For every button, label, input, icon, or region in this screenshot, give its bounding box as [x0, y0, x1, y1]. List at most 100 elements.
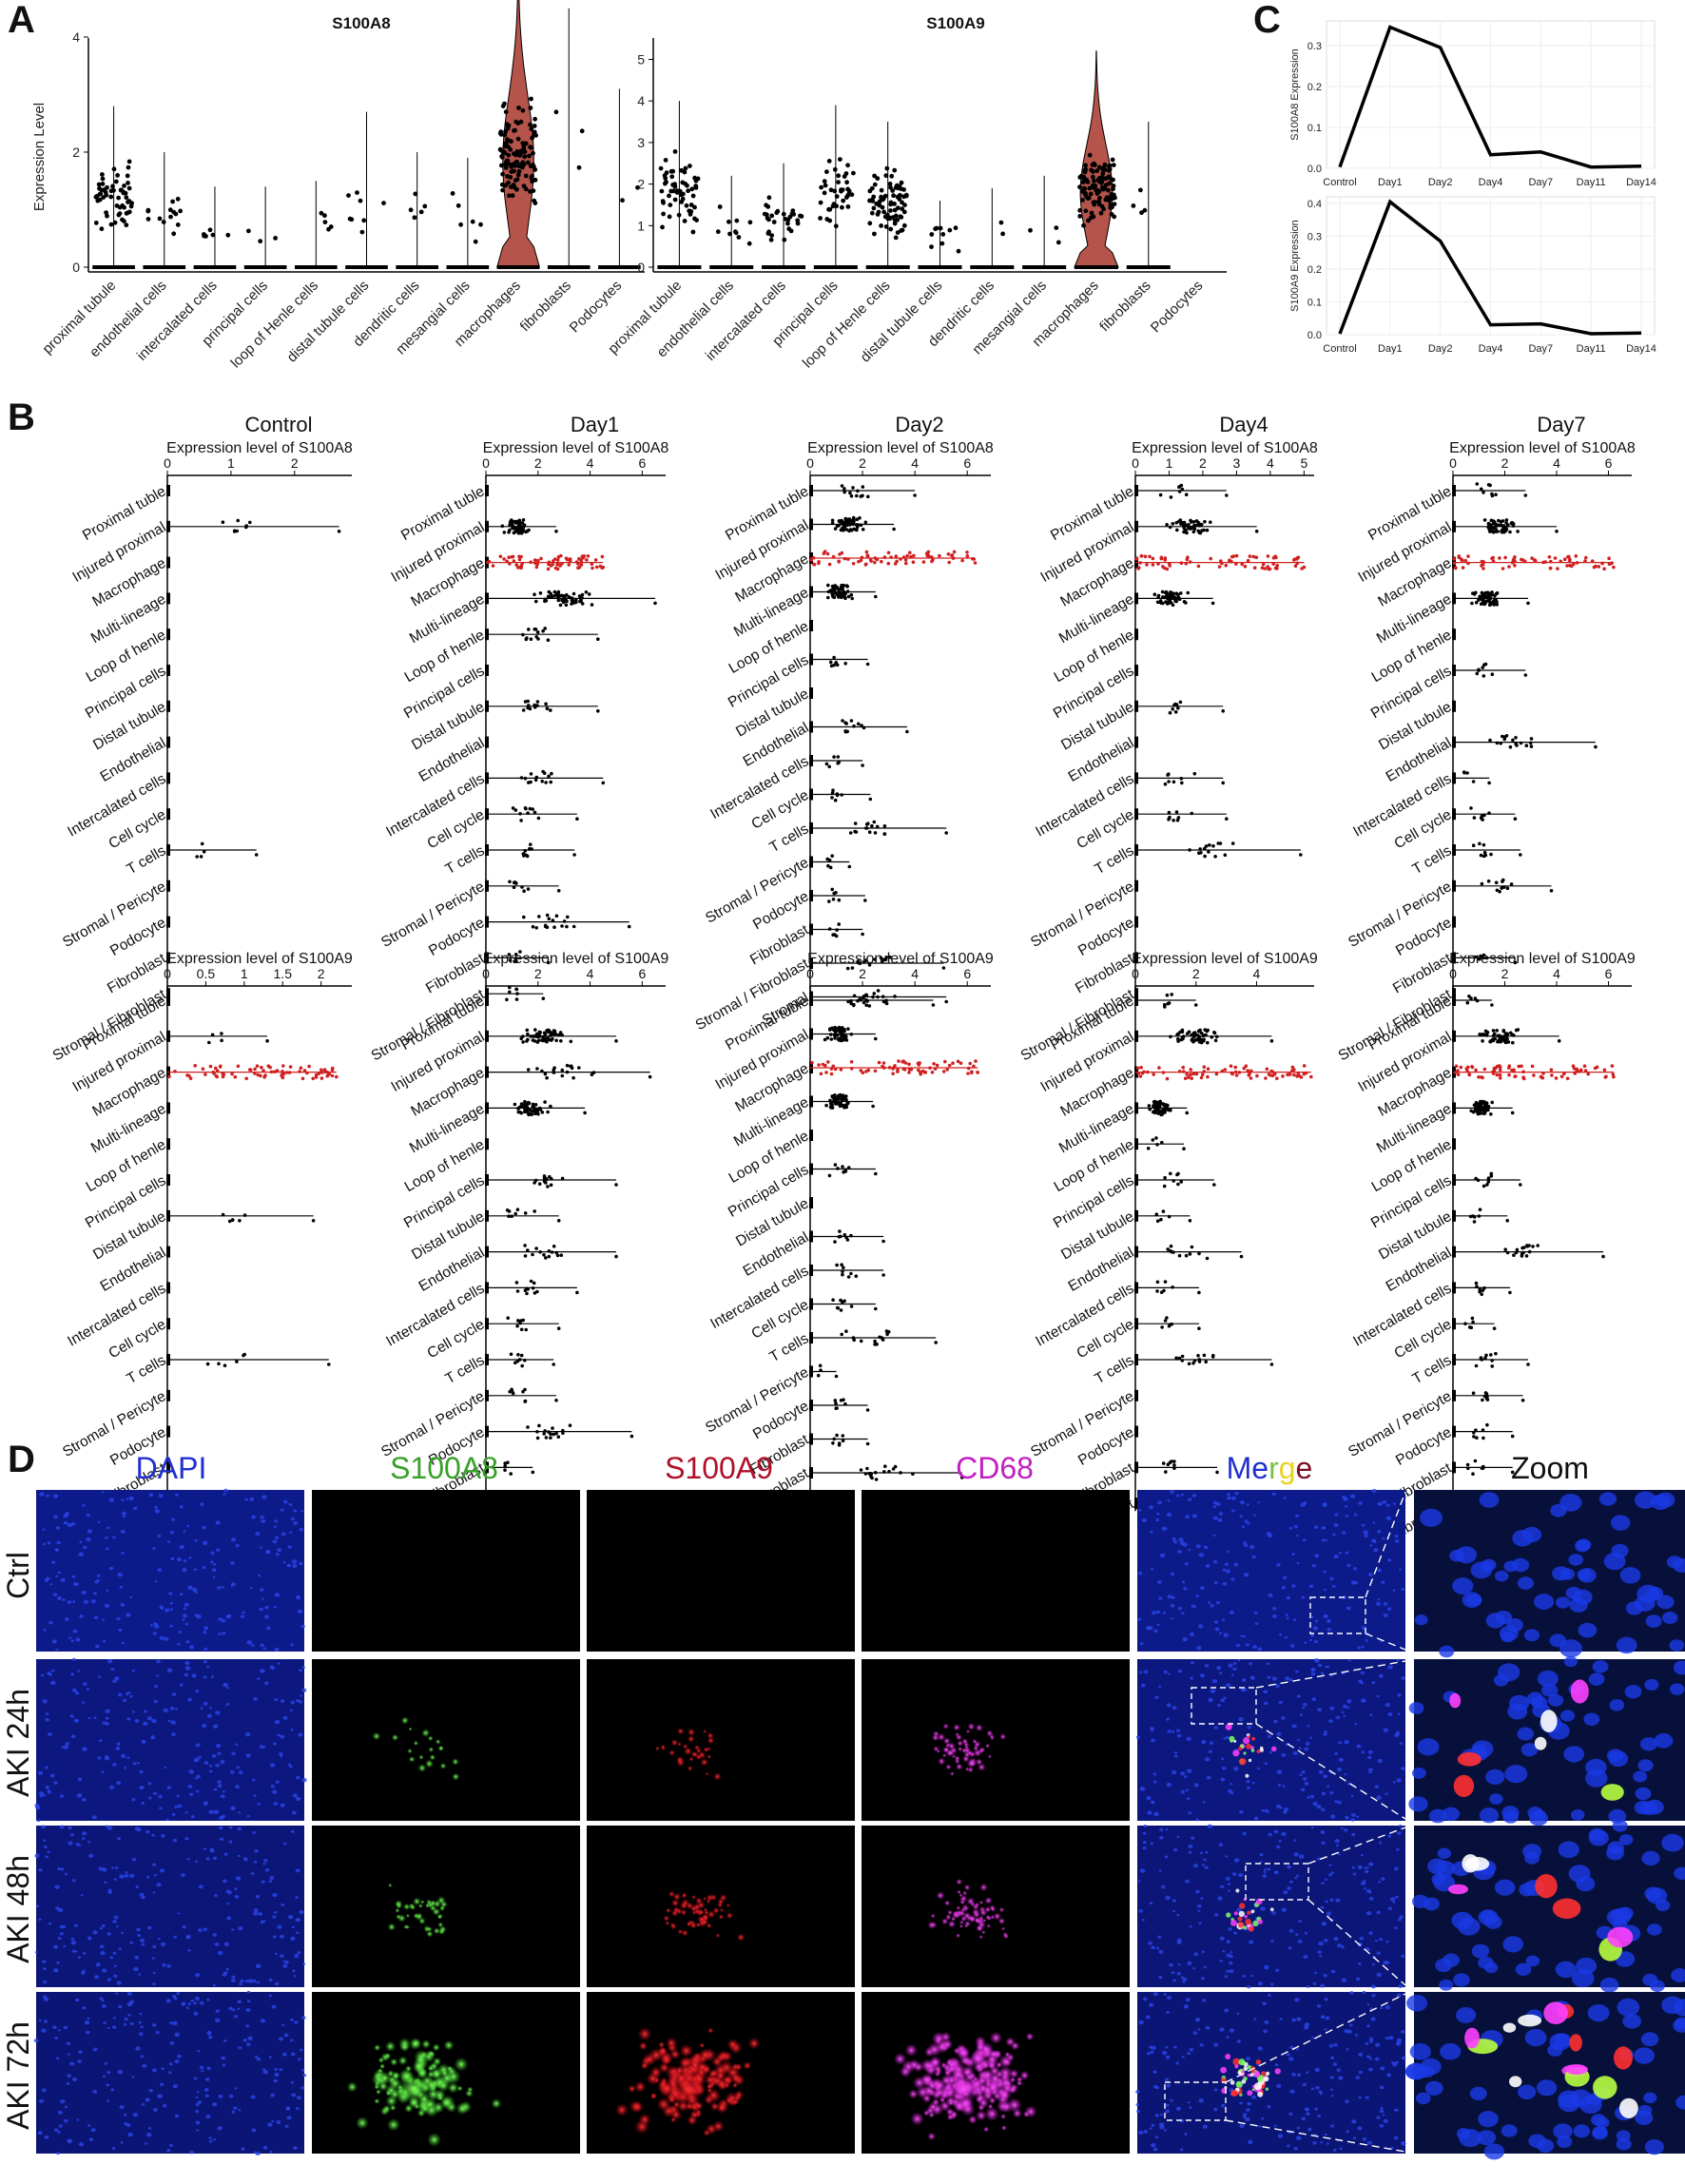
nucleus — [213, 1788, 218, 1791]
max-dot — [614, 1254, 618, 1259]
nucleus — [1345, 1551, 1349, 1555]
cell-dot — [1196, 529, 1200, 533]
cell-dot — [1156, 562, 1160, 566]
cell-dot — [311, 1076, 316, 1081]
data-point — [1097, 195, 1102, 201]
cell-dot — [837, 898, 842, 902]
nucleus — [1243, 1688, 1248, 1691]
max-dot — [648, 1074, 652, 1079]
nucleus — [290, 1643, 294, 1647]
cell-dot — [511, 806, 515, 810]
column-title: Control — [245, 413, 313, 436]
nucleus — [1150, 1800, 1155, 1805]
nucleus — [1173, 1751, 1178, 1754]
nucleus — [1300, 1788, 1306, 1792]
cell-dot — [1189, 1073, 1192, 1077]
cell-dot — [843, 1168, 847, 1171]
cell-dot — [325, 1071, 330, 1074]
nucleus — [88, 1853, 94, 1859]
signal-spot — [425, 1759, 434, 1768]
x-tick-label: Day4 — [1479, 343, 1503, 355]
nucleus — [1214, 1627, 1220, 1632]
cell-dot — [1503, 1247, 1507, 1251]
nucleus — [174, 1708, 178, 1710]
cell-dot — [208, 1064, 213, 1069]
cell-dot — [856, 722, 861, 726]
data-point — [514, 149, 520, 154]
cell-dot — [523, 1101, 527, 1106]
signal-spot — [420, 1900, 425, 1904]
nucleus — [1312, 1802, 1318, 1807]
merge-signal — [1250, 1749, 1255, 1752]
nucleus — [268, 1978, 273, 1982]
cell-dot — [1146, 1147, 1151, 1150]
nucleus — [211, 1568, 217, 1573]
cell-dot — [1498, 1073, 1502, 1077]
cell-dot — [843, 519, 848, 524]
data-point — [533, 167, 538, 172]
data-point — [826, 159, 832, 164]
cell-dot — [1479, 1101, 1483, 1106]
nucleus — [274, 1593, 281, 1597]
cell-dot — [1502, 735, 1507, 739]
data-point — [116, 195, 121, 201]
nucleus — [292, 1793, 298, 1798]
cell-dot — [830, 521, 835, 526]
signal-spot — [421, 1729, 431, 1737]
cell-dot — [565, 1070, 570, 1074]
data-point — [690, 229, 696, 235]
cell-dot — [1177, 1070, 1182, 1073]
nucleus — [114, 1676, 120, 1681]
nucleus — [1175, 1494, 1180, 1498]
cell-dot — [925, 551, 930, 556]
signal-spot — [408, 1727, 413, 1731]
nucleus — [179, 1505, 184, 1509]
data-point — [938, 225, 943, 231]
cell-dot — [513, 953, 518, 957]
cell-dot — [513, 1102, 517, 1107]
cell-dot — [533, 561, 537, 566]
cell-dot — [1169, 594, 1172, 599]
signal-spot — [436, 1896, 446, 1905]
cell-dot — [829, 1027, 834, 1031]
tile-background — [862, 1490, 1130, 1652]
nucleus — [289, 1503, 293, 1507]
tile-background — [36, 1826, 304, 1987]
cell-dot — [1521, 1076, 1526, 1081]
nucleus — [268, 1880, 273, 1884]
data-point — [101, 195, 107, 201]
nucleus — [225, 1967, 229, 1971]
max-dot — [1601, 1254, 1605, 1259]
data-point — [899, 215, 904, 220]
cell-dot — [538, 1031, 542, 1034]
tile-background — [862, 1659, 1130, 1821]
data-point — [834, 194, 840, 200]
signal-spot — [430, 1900, 436, 1905]
nucleus — [194, 1614, 199, 1617]
data-point — [781, 211, 786, 217]
cell-dot — [1152, 1111, 1157, 1115]
nucleus — [63, 1514, 68, 1518]
col-header-s100a8: S100A8 — [390, 1451, 498, 1485]
cell-dot — [1202, 1070, 1206, 1073]
cell-dot — [1209, 520, 1212, 524]
nucleus — [1637, 1759, 1654, 1772]
nucleus — [1153, 1629, 1158, 1633]
cell-dot — [253, 1067, 257, 1072]
nucleus — [1394, 1534, 1399, 1538]
nucleus — [1338, 1551, 1343, 1555]
cell-dot — [531, 807, 534, 811]
nucleus — [1222, 1568, 1227, 1572]
nucleus — [260, 1546, 263, 1549]
cell-dot — [512, 559, 516, 563]
cell-dot — [1187, 1075, 1191, 1079]
nucleus — [42, 1699, 48, 1704]
column-title: Day7 — [1537, 413, 1585, 436]
cluster-label: Intercalated cells — [1033, 771, 1136, 841]
nucleus — [212, 1933, 218, 1937]
cell-dot — [826, 595, 830, 600]
data-point — [828, 187, 834, 193]
zero-mark — [166, 736, 170, 748]
nucleus — [1414, 1614, 1428, 1626]
